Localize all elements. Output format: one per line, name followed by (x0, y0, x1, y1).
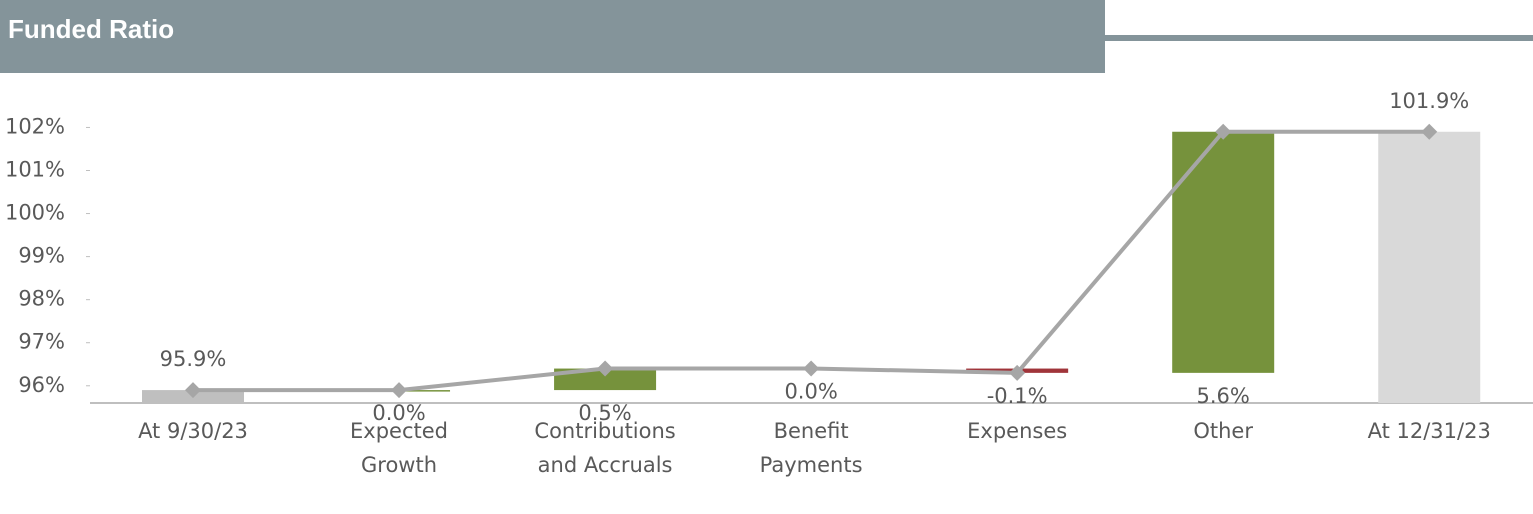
line-marker (391, 382, 408, 399)
line-marker (803, 360, 820, 377)
value-label: 0.0% (784, 380, 837, 404)
y-tick-label: 100% (5, 201, 65, 225)
x-tick-label: Expenses (967, 419, 1068, 443)
y-tick-label: 102% (5, 114, 65, 138)
y-tick-label: 98% (18, 287, 65, 311)
line-marker (1215, 123, 1232, 140)
x-tick-label: At 9/30/23 (138, 419, 248, 443)
chart-title: Funded Ratio (8, 14, 175, 44)
y-tick-label: 99% (18, 244, 65, 268)
header-band: Funded Ratio (0, 0, 1105, 73)
bar (1378, 131, 1481, 403)
y-tick-label: 96% (18, 373, 65, 397)
y-tick-label: 97% (18, 330, 65, 354)
value-label: 5.6% (1197, 384, 1250, 408)
x-tick-label: Other (1193, 419, 1253, 443)
y-tick-label: 101% (5, 158, 65, 182)
value-label: 95.9% (160, 347, 227, 371)
value-label: -0.1% (987, 384, 1048, 408)
value-label: 101.9% (1389, 89, 1469, 113)
x-tick-label: Contributions and Accruals (534, 419, 676, 477)
header-rule (1105, 35, 1533, 41)
bar (554, 368, 657, 391)
bar (1172, 131, 1275, 373)
line-marker (185, 382, 201, 399)
line-marker (1421, 123, 1438, 140)
x-tick-label: Benefit Payments (759, 419, 863, 477)
x-tick-label: Expected Growth (350, 419, 449, 477)
line-marker (1009, 364, 1026, 381)
value-label: 0.5% (578, 401, 631, 425)
line-marker (597, 360, 614, 377)
x-tick-label: At 12/31/23 (1367, 419, 1491, 443)
value-label: 0.0% (372, 401, 425, 425)
